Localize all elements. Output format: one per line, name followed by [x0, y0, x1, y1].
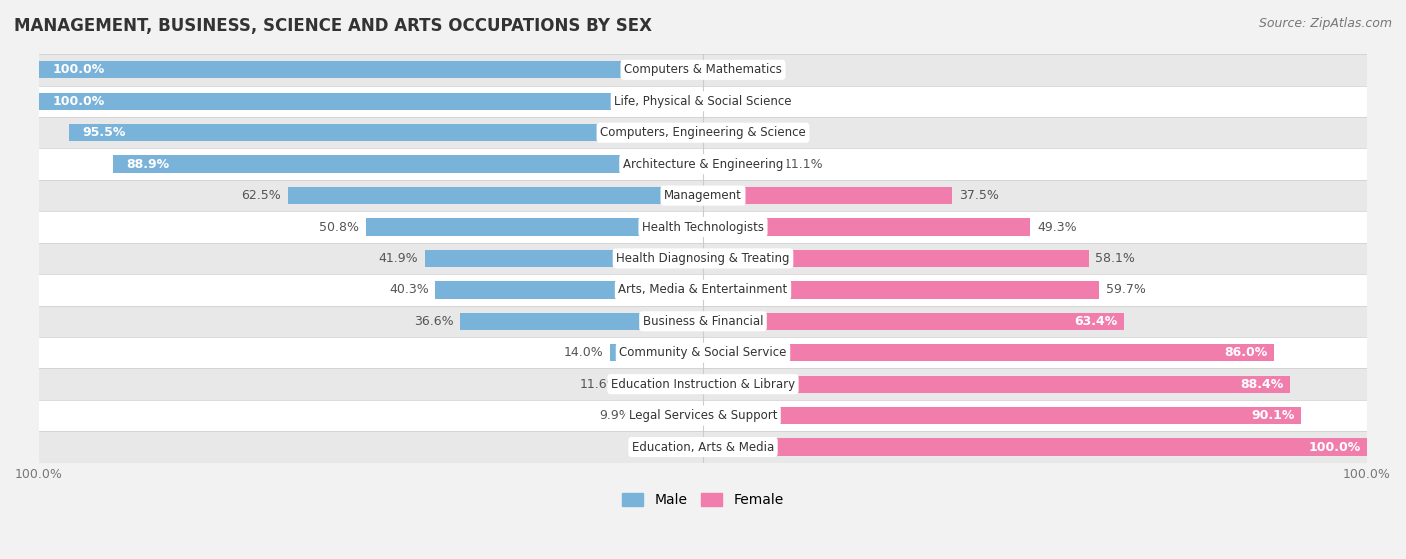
Text: 95.5%: 95.5% — [82, 126, 125, 139]
Text: 63.4%: 63.4% — [1074, 315, 1118, 328]
Bar — [39, 400, 1367, 432]
Bar — [39, 61, 703, 78]
Bar — [703, 187, 952, 204]
Bar — [703, 312, 1123, 330]
Text: Architecture & Engineering: Architecture & Engineering — [623, 158, 783, 170]
Legend: Male, Female: Male, Female — [617, 488, 789, 513]
Text: 14.0%: 14.0% — [564, 346, 603, 359]
Bar — [703, 407, 1302, 424]
Bar — [637, 407, 703, 424]
Text: Education, Arts & Media: Education, Arts & Media — [631, 440, 775, 453]
Text: 37.5%: 37.5% — [959, 189, 998, 202]
Bar — [39, 117, 1367, 149]
Bar — [610, 344, 703, 361]
Text: Community & Social Service: Community & Social Service — [619, 346, 787, 359]
Text: 59.7%: 59.7% — [1107, 283, 1146, 296]
Text: Business & Financial: Business & Financial — [643, 315, 763, 328]
Bar — [703, 281, 1099, 299]
Bar — [703, 219, 1031, 236]
Bar — [39, 274, 1367, 306]
Text: 11.6%: 11.6% — [579, 378, 619, 391]
Text: 11.1%: 11.1% — [783, 158, 823, 170]
Text: 0.0%: 0.0% — [714, 440, 745, 453]
Text: 100.0%: 100.0% — [1308, 440, 1361, 453]
Bar — [436, 281, 703, 299]
Text: Health Diagnosing & Treating: Health Diagnosing & Treating — [616, 252, 790, 265]
Text: 36.6%: 36.6% — [413, 315, 453, 328]
Bar — [39, 368, 1367, 400]
Text: 100.0%: 100.0% — [52, 95, 104, 108]
Bar — [39, 211, 1367, 243]
Bar — [39, 306, 1367, 337]
Text: 86.0%: 86.0% — [1225, 346, 1267, 359]
Bar — [39, 149, 1367, 180]
Text: Legal Services & Support: Legal Services & Support — [628, 409, 778, 422]
Bar — [703, 250, 1088, 267]
Text: 4.5%: 4.5% — [740, 126, 772, 139]
Text: 100.0%: 100.0% — [52, 63, 104, 77]
Text: Life, Physical & Social Science: Life, Physical & Social Science — [614, 95, 792, 108]
Text: Computers & Mathematics: Computers & Mathematics — [624, 63, 782, 77]
Bar — [703, 438, 1367, 456]
Bar — [39, 54, 1367, 86]
Text: MANAGEMENT, BUSINESS, SCIENCE AND ARTS OCCUPATIONS BY SEX: MANAGEMENT, BUSINESS, SCIENCE AND ARTS O… — [14, 17, 652, 35]
Text: Computers, Engineering & Science: Computers, Engineering & Science — [600, 126, 806, 139]
Text: 88.4%: 88.4% — [1240, 378, 1284, 391]
Bar — [703, 376, 1291, 393]
Bar — [288, 187, 703, 204]
Bar — [703, 344, 1274, 361]
Bar — [39, 86, 1367, 117]
Bar — [626, 376, 703, 393]
Text: Health Technologists: Health Technologists — [643, 220, 763, 234]
Text: 62.5%: 62.5% — [242, 189, 281, 202]
Bar — [703, 124, 733, 141]
Bar — [425, 250, 703, 267]
Text: 88.9%: 88.9% — [127, 158, 169, 170]
Text: Source: ZipAtlas.com: Source: ZipAtlas.com — [1258, 17, 1392, 30]
Text: Education Instruction & Library: Education Instruction & Library — [612, 378, 794, 391]
Text: 40.3%: 40.3% — [389, 283, 429, 296]
Bar — [366, 219, 703, 236]
Bar — [69, 124, 703, 141]
Text: 9.9%: 9.9% — [599, 409, 631, 422]
Text: Management: Management — [664, 189, 742, 202]
Bar — [39, 432, 1367, 463]
Text: 58.1%: 58.1% — [1095, 252, 1135, 265]
Text: Arts, Media & Entertainment: Arts, Media & Entertainment — [619, 283, 787, 296]
Bar — [39, 180, 1367, 211]
Bar — [39, 337, 1367, 368]
Text: 49.3%: 49.3% — [1038, 220, 1077, 234]
Bar — [460, 312, 703, 330]
Text: 41.9%: 41.9% — [378, 252, 418, 265]
Text: 50.8%: 50.8% — [319, 220, 359, 234]
Text: 90.1%: 90.1% — [1251, 409, 1295, 422]
Bar — [39, 93, 703, 110]
Bar — [39, 243, 1367, 274]
Bar — [703, 155, 776, 173]
Bar — [112, 155, 703, 173]
